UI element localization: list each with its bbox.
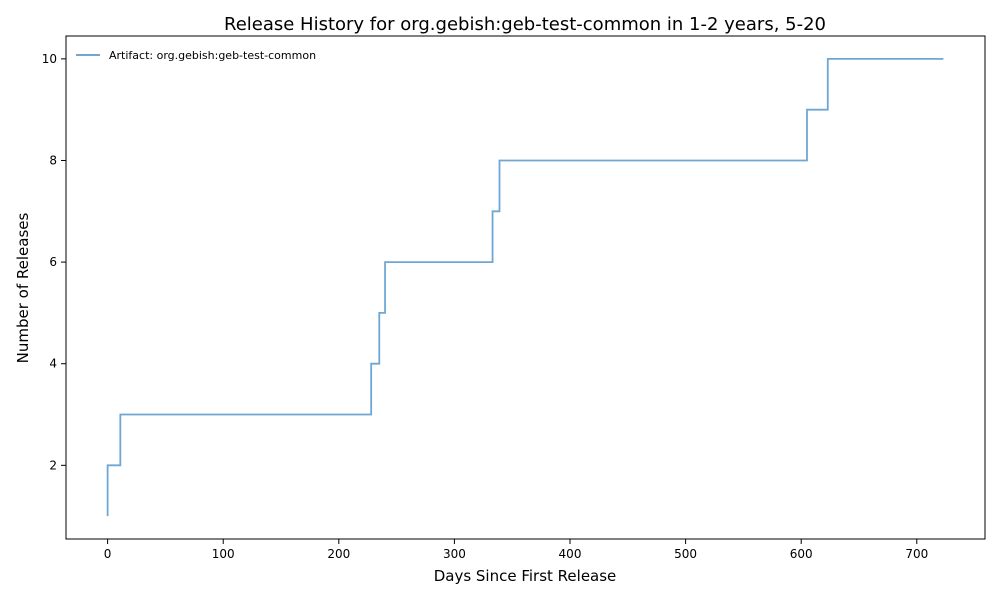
- y-axis-ticks: 2 4 6 8 10: [42, 52, 66, 472]
- plot-frame: [65, 35, 986, 540]
- x-axis-label: Days Since First Release: [434, 567, 617, 585]
- chart-title: Release History for org.gebish:geb-test-…: [224, 14, 826, 35]
- y-tick-label: 10: [42, 52, 57, 66]
- x-axis-ticks: 0 100 200 300 400 500 600 700: [104, 539, 928, 561]
- x-tick-label: 600: [790, 547, 813, 561]
- x-tick-label: 100: [212, 547, 235, 561]
- x-tick-label: 0: [104, 547, 112, 561]
- y-axis-label: Number of Releases: [14, 212, 32, 363]
- legend: Artifact: org.gebish:geb-test-common: [76, 49, 316, 62]
- series-step-line: [106, 57, 944, 517]
- legend-label: Artifact: org.gebish:geb-test-common: [109, 49, 316, 62]
- x-tick-label: 700: [905, 547, 928, 561]
- x-tick-label: 200: [327, 547, 350, 561]
- x-tick-label: 300: [443, 547, 466, 561]
- series-layer: [106, 57, 944, 517]
- x-tick-label: 400: [559, 547, 582, 561]
- y-tick-label: 2: [49, 458, 57, 472]
- y-tick-label: 4: [49, 357, 57, 371]
- y-tick-label: 8: [49, 153, 57, 167]
- y-tick-label: 6: [49, 255, 57, 269]
- x-tick-label: 500: [674, 547, 697, 561]
